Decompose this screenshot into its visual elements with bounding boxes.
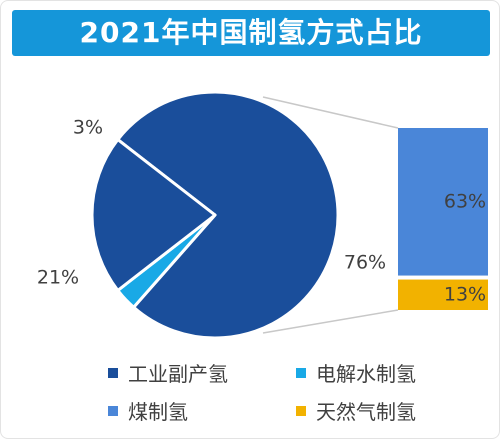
legend-item-coal: 煤制氢	[108, 396, 188, 425]
legend-label-coal: 煤制氢	[128, 400, 188, 424]
connector-line-bottom	[262, 309, 399, 334]
breakdown-label-natural-gas: 13%	[444, 283, 486, 305]
legend-label-natural-gas: 天然气制氢	[316, 400, 416, 424]
breakdown-bar-coal	[398, 128, 488, 276]
legend-item-industrial: 工业副产氢	[108, 358, 228, 387]
connector-line-top	[262, 96, 399, 129]
breakdown-bar-natural-gas	[398, 279, 488, 310]
legend-swatch-natural-gas	[296, 405, 306, 416]
pie-label-electrolysis: 3%	[73, 117, 103, 139]
legend: 工业副产氢 电解水制氢 煤制氢 天然气制氢	[108, 358, 468, 428]
pie-slice-industrial	[116, 90, 340, 340]
breakdown-label-coal: 63%	[444, 190, 486, 212]
legend-label-industrial: 工业副产氢	[128, 362, 228, 386]
pie-label-industrial: 76%	[344, 252, 386, 274]
pie-slice-coal-gas	[90, 138, 217, 292]
legend-swatch-coal	[108, 405, 118, 416]
legend-swatch-industrial	[108, 367, 118, 378]
pie-label-coal-gas: 21%	[37, 267, 79, 289]
chart-title: 2021年中国制氢方式占比	[79, 16, 423, 49]
legend-label-electrolysis: 电解水制氢	[316, 362, 416, 386]
title-bar: 2021年中国制氢方式占比	[12, 10, 490, 56]
legend-item-natural-gas: 天然气制氢	[296, 396, 416, 425]
legend-item-electrolysis: 电解水制氢	[296, 358, 416, 387]
legend-swatch-electrolysis	[296, 367, 306, 378]
